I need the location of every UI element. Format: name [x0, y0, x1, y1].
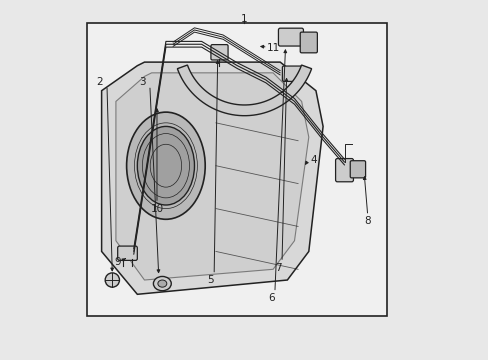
Text: 9: 9	[114, 257, 121, 267]
Text: 6: 6	[267, 293, 274, 303]
FancyBboxPatch shape	[118, 246, 137, 260]
Text: 10: 10	[150, 203, 163, 213]
FancyBboxPatch shape	[278, 28, 303, 46]
Polygon shape	[102, 62, 323, 294]
FancyBboxPatch shape	[210, 45, 227, 60]
Ellipse shape	[137, 126, 194, 205]
Text: 7: 7	[275, 262, 281, 273]
Ellipse shape	[126, 112, 205, 219]
Text: 2: 2	[96, 77, 103, 87]
Text: 3: 3	[139, 77, 146, 87]
Ellipse shape	[158, 280, 166, 287]
Text: 8: 8	[364, 216, 370, 226]
Text: 4: 4	[310, 156, 317, 165]
Text: 1: 1	[241, 14, 247, 24]
FancyBboxPatch shape	[87, 23, 386, 316]
FancyBboxPatch shape	[349, 161, 365, 178]
Ellipse shape	[153, 276, 171, 291]
FancyBboxPatch shape	[282, 66, 303, 81]
Polygon shape	[116, 73, 308, 280]
FancyBboxPatch shape	[335, 158, 353, 182]
Text: 11: 11	[266, 43, 279, 53]
Polygon shape	[177, 65, 311, 116]
Ellipse shape	[105, 273, 119, 287]
Text: 5: 5	[207, 275, 213, 285]
FancyBboxPatch shape	[300, 32, 317, 53]
